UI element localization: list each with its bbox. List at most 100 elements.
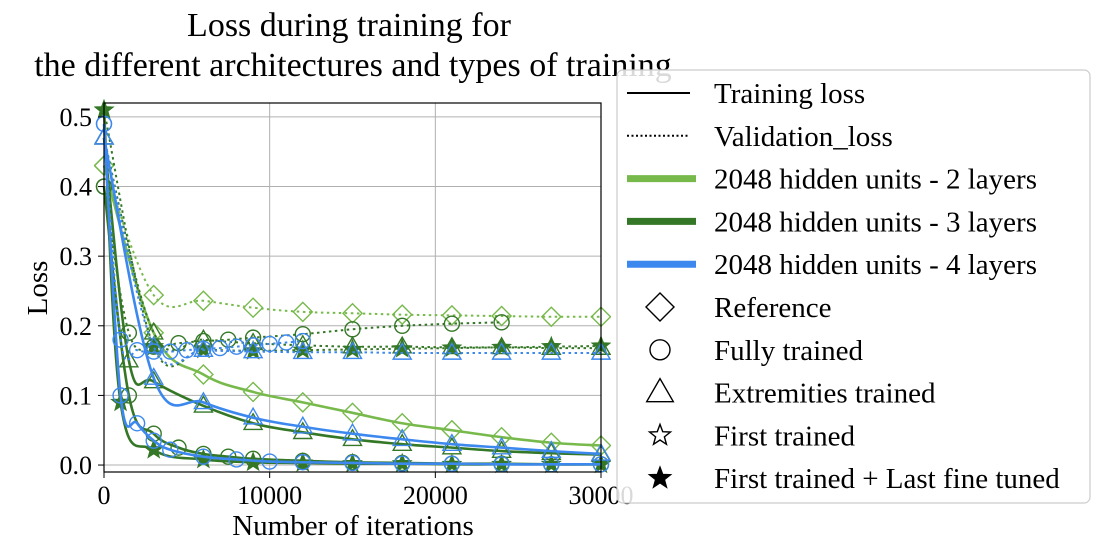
data-point-marker [441, 342, 463, 360]
data-point-marker [541, 440, 562, 458]
x-tick-label: 20000 [403, 481, 468, 510]
data-point-marker [491, 342, 512, 360]
data-point-marker [143, 335, 164, 354]
data-point-marker [292, 415, 314, 434]
data-point-marker [143, 370, 164, 389]
training-loss-line [102, 123, 601, 466]
y-tick-label: 0.5 [60, 103, 93, 132]
data-point-marker [342, 402, 363, 424]
data-point-marker [294, 332, 311, 350]
y-tick-label: 0.1 [60, 381, 93, 410]
data-point-marker [143, 367, 164, 385]
y-tick-label: 0.4 [60, 173, 93, 202]
data-point-marker [193, 339, 214, 358]
legend-label: Reference [714, 292, 832, 324]
data-point-marker [211, 339, 229, 357]
data-point-marker [342, 428, 363, 447]
chart-title: Loss during training for the different a… [34, 7, 672, 84]
data-point-marker [443, 315, 461, 332]
data-point-marker [394, 317, 411, 334]
data-point-marker [242, 412, 264, 431]
data-point-marker [391, 304, 413, 326]
data-point-marker [228, 338, 245, 355]
data-point-marker [112, 387, 129, 404]
plot-area [104, 103, 601, 472]
data-point-marker [244, 337, 262, 354]
legend-label: 2048 hidden units - 3 layers [714, 206, 1037, 238]
data-point-marker [143, 335, 165, 356]
legend-marker-star-open [647, 422, 673, 446]
y-tick-label: 0.0 [60, 451, 93, 480]
data-point-marker [220, 448, 237, 465]
data-point-marker [391, 428, 413, 447]
series-11 [94, 126, 611, 366]
data-point-marker [242, 297, 264, 319]
data-point-marker [540, 335, 562, 356]
data-point-marker [192, 364, 214, 386]
validation-loss-line [103, 123, 303, 362]
legend-marker-circle [649, 339, 671, 361]
validation-loss-line [103, 165, 602, 318]
data-point-marker [278, 334, 295, 351]
chart-title-line-2: the different architectures and types of… [34, 47, 672, 84]
data-point-marker [441, 337, 463, 357]
data-point-marker [292, 301, 314, 323]
data-point-marker [342, 302, 363, 324]
data-point-marker [342, 338, 363, 359]
data-point-marker [242, 381, 264, 403]
y-tick-label: 0.2 [60, 312, 93, 341]
data-point-marker [143, 284, 165, 306]
validation-loss-line [103, 186, 502, 351]
data-point-marker [441, 433, 463, 452]
legend-label: 2048 hidden units - 4 layers [714, 249, 1037, 281]
data-point-marker [491, 336, 513, 357]
data-point-marker [242, 406, 264, 425]
data-point-marker [128, 415, 146, 432]
legend: Training loss Validation_loss 2048 hidden … [616, 69, 1091, 504]
legend-marker-star-filled [647, 465, 673, 489]
y-axis-label: Loss [22, 261, 54, 316]
validation-loss-line [103, 137, 601, 366]
data-point-marker [541, 342, 562, 360]
data-point-marker [344, 454, 361, 472]
legend-items: Training loss Validation_loss 2048 hidden … [627, 78, 1060, 495]
data-point-marker [292, 341, 314, 360]
series-10 [94, 126, 611, 461]
data-point-marker [391, 342, 413, 360]
data-point-marker [342, 422, 363, 441]
training-loss-line [102, 137, 602, 456]
plot-frame [103, 102, 602, 473]
chart-title-line-1: Loss during training for [187, 7, 512, 44]
data-point-marker [441, 304, 463, 326]
data-point-marker [491, 436, 512, 455]
data-point-marker [342, 341, 363, 360]
data-point-marker [195, 448, 212, 465]
data-point-marker [294, 454, 311, 471]
legend-label: Training loss [714, 78, 865, 110]
legend-label: Extremities trained [714, 378, 936, 410]
data-point-marker [292, 391, 314, 413]
legend-label: 2048 hidden units - 2 layers [714, 164, 1037, 196]
series-8 [95, 115, 610, 473]
data-point-marker [391, 412, 413, 434]
legend-label: Validation_loss [714, 121, 893, 153]
x-tick-label: 10000 [237, 481, 302, 510]
data-point-marker [493, 314, 510, 331]
y-tick-label: 0.3 [60, 242, 93, 271]
data-point-marker [112, 331, 129, 348]
data-point-marker [394, 455, 411, 472]
data-point-marker [162, 441, 179, 458]
legend-label: Fully trained [714, 335, 864, 367]
legend-frame [616, 69, 1091, 504]
data-point-marker [145, 432, 162, 449]
data-point-marker [540, 306, 562, 328]
data-point-marker [192, 290, 214, 312]
data-point-marker [441, 419, 463, 441]
data-point-marker [228, 451, 245, 468]
data-point-marker [170, 439, 187, 456]
x-tick-label: 0 [98, 481, 111, 510]
data-point-marker [193, 391, 214, 410]
legend-marker-triangle [645, 377, 675, 403]
x-axis-label: Number of iterations [232, 510, 474, 542]
